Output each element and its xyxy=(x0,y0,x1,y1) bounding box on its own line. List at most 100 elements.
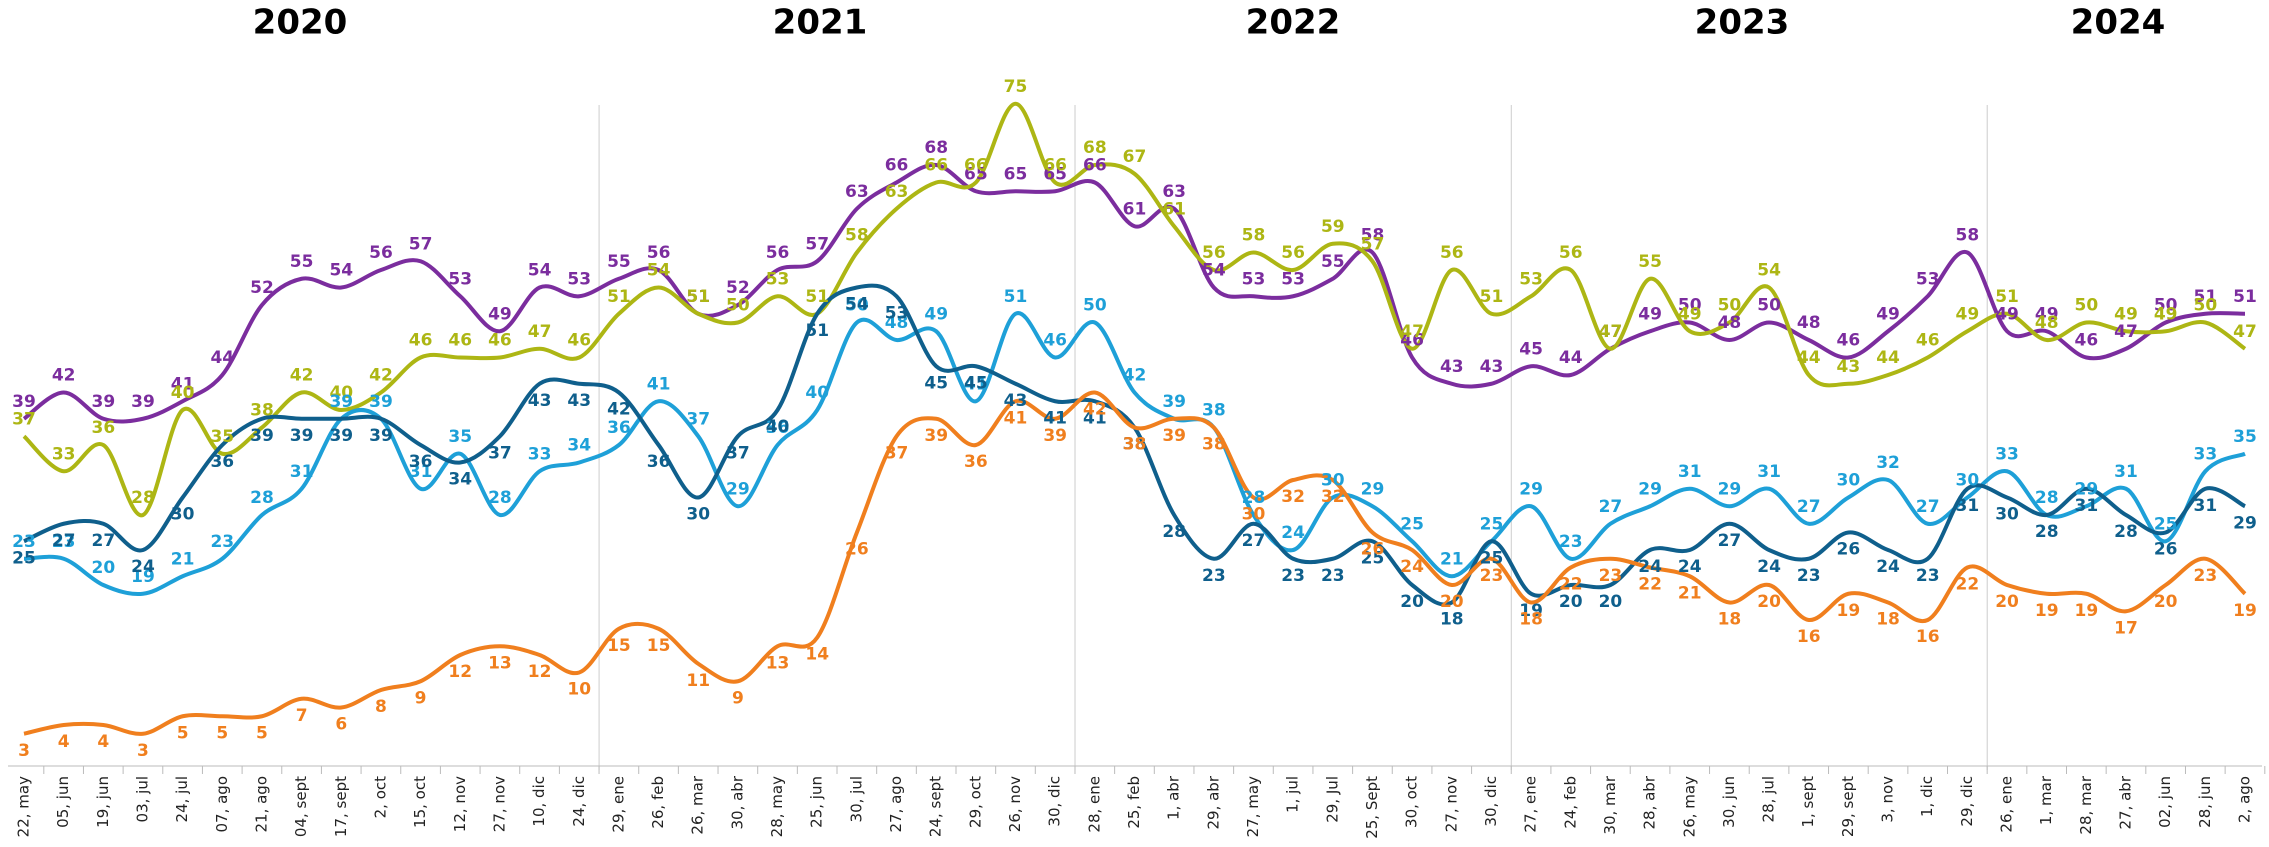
x-tick-label: 30, dic xyxy=(1482,776,1500,827)
data-label: 43 xyxy=(1004,391,1028,411)
data-label: 36 xyxy=(766,418,790,438)
data-label: 26 xyxy=(1837,540,1861,560)
data-label: 66 xyxy=(924,156,948,176)
data-label: 25 xyxy=(2154,514,2178,534)
data-label: 23 xyxy=(52,532,76,552)
data-label: 53 xyxy=(567,269,591,289)
data-label: 15 xyxy=(647,636,671,656)
data-label: 51 xyxy=(686,287,710,307)
data-label: 49 xyxy=(1995,304,2019,324)
data-label: 30 xyxy=(686,505,710,525)
data-label: 30 xyxy=(1956,471,1980,491)
x-tick-label: 24, dic xyxy=(570,776,588,827)
x-tick-label: 30, jul xyxy=(847,776,865,822)
data-label: 46 xyxy=(1043,331,1067,351)
x-tick-label: 28, mar xyxy=(2077,775,2095,834)
x-tick-label: 28, may xyxy=(768,776,786,837)
data-label: 56 xyxy=(1559,243,1583,263)
data-label: 55 xyxy=(1321,252,1345,272)
data-label: 28 xyxy=(250,488,274,508)
data-label: 50 xyxy=(1757,296,1781,316)
x-tick-label: 29, abr xyxy=(1204,775,1222,829)
data-label: 51 xyxy=(805,287,829,307)
data-label: 16 xyxy=(1797,627,1821,647)
data-label: 47 xyxy=(1599,322,1623,342)
x-tick-label: 27, nov xyxy=(490,776,508,832)
x-tick-label: 2, oct xyxy=(371,776,389,819)
data-label: 33 xyxy=(528,444,552,464)
data-label: 66 xyxy=(1043,156,1067,176)
data-label: 29 xyxy=(1638,479,1662,499)
data-label: 23 xyxy=(1321,566,1345,586)
year-label: 2023 xyxy=(1695,3,1790,43)
data-label: 50 xyxy=(845,296,869,316)
data-label: 12 xyxy=(448,662,472,682)
data-label: 28 xyxy=(488,488,512,508)
x-tick-label: 27, nov xyxy=(1442,776,1460,832)
data-label: 54 xyxy=(329,261,353,281)
data-label: 23 xyxy=(2194,566,2218,586)
data-label: 47 xyxy=(1400,322,1424,342)
data-label: 28 xyxy=(2035,488,2059,508)
data-label: 24 xyxy=(1281,523,1305,543)
data-label: 15 xyxy=(607,636,631,656)
data-label: 50 xyxy=(726,296,750,316)
data-label: 29 xyxy=(2075,479,2099,499)
data-label: 4 xyxy=(58,732,70,752)
data-label: 41 xyxy=(1004,408,1028,428)
data-label: 48 xyxy=(2035,313,2059,333)
data-label: 27 xyxy=(91,531,115,551)
series-line xyxy=(23,390,2247,736)
data-label: 54 xyxy=(1202,261,1226,281)
data-label: 46 xyxy=(1837,331,1861,351)
data-label: 44 xyxy=(1559,348,1583,368)
data-label: 63 xyxy=(845,182,869,202)
data-label: 46 xyxy=(448,331,472,351)
data-label: 59 xyxy=(1321,217,1345,237)
data-label: 43 xyxy=(1480,357,1504,377)
data-label: 46 xyxy=(488,331,512,351)
data-label: 20 xyxy=(2154,592,2178,612)
data-label: 58 xyxy=(1361,226,1385,246)
data-label: 4 xyxy=(97,732,109,752)
data-label: 27 xyxy=(1599,497,1623,517)
x-tick-label: 03, jul xyxy=(133,776,151,822)
data-label: 20 xyxy=(1559,592,1583,612)
x-tick-label: 26, mar xyxy=(689,775,707,834)
data-label: 49 xyxy=(2035,304,2059,324)
data-label: 14 xyxy=(805,645,829,665)
data-label: 51 xyxy=(1480,287,1504,307)
data-label: 34 xyxy=(448,470,472,490)
data-label: 49 xyxy=(1678,304,1702,324)
data-label: 55 xyxy=(290,252,314,272)
data-label: 27 xyxy=(1916,497,1940,517)
x-tick-label: 1, jul xyxy=(1284,776,1302,813)
x-tick-label: 29, ene xyxy=(609,776,627,833)
year-label: 2024 xyxy=(2071,3,2166,43)
data-label: 35 xyxy=(448,427,472,447)
data-label: 13 xyxy=(766,653,790,673)
data-label: 51 xyxy=(686,287,710,307)
data-label: 53 xyxy=(766,269,790,289)
data-label: 47 xyxy=(528,322,552,342)
data-label: 24 xyxy=(1638,557,1662,577)
data-label: 19 xyxy=(1837,601,1861,621)
data-label: 36 xyxy=(647,452,671,472)
data-label: 24 xyxy=(1678,557,1702,577)
data-label: 43 xyxy=(528,391,552,411)
x-tick-label: 04, sept xyxy=(292,776,310,837)
data-label: 28 xyxy=(131,488,155,508)
data-label: 36 xyxy=(607,418,631,438)
data-label: 9 xyxy=(732,688,744,708)
data-label: 3 xyxy=(137,741,149,761)
x-tick-label: 15, oct xyxy=(411,776,429,828)
data-label: 12 xyxy=(528,662,552,682)
data-label: 27 xyxy=(1718,531,1742,551)
x-tick-label: 1, abr xyxy=(1165,775,1183,820)
x-tick-label: 29, dic xyxy=(1958,776,1976,827)
data-label: 31 xyxy=(2194,496,2218,516)
data-label: 26 xyxy=(2154,540,2178,560)
x-tick-label: 28, jun xyxy=(2196,776,2214,828)
x-tick-label: 02, jun xyxy=(2156,776,2174,828)
data-label: 8 xyxy=(375,697,387,717)
